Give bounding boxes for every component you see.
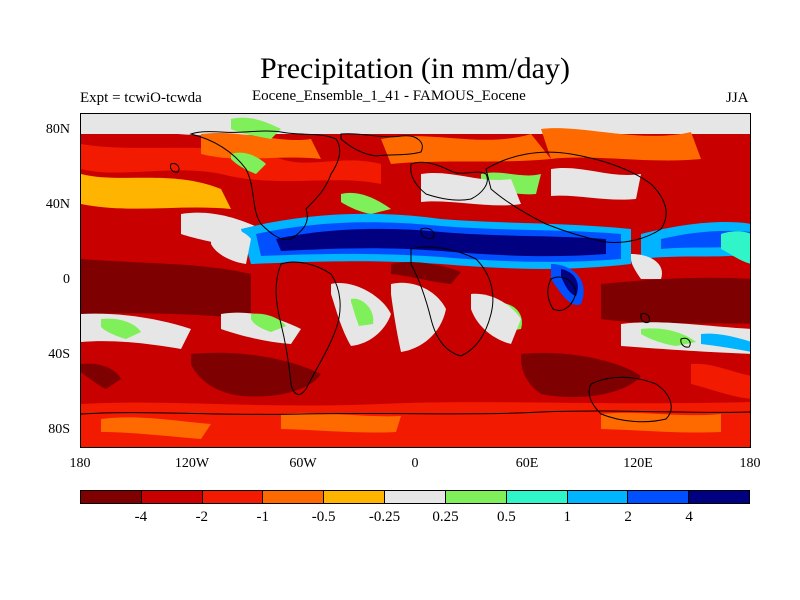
lat-label-40s: 40S <box>48 347 70 362</box>
lat-label-80s: 80S <box>48 422 70 437</box>
colorbar-cell <box>385 491 446 503</box>
colorbar-cell <box>445 491 507 503</box>
continent-outlines <box>81 130 750 423</box>
colorbar-cell <box>567 491 629 503</box>
colorbar-cell <box>81 491 142 503</box>
lat-label-0: 0 <box>63 272 70 287</box>
colorbar-label: -2 <box>195 509 209 525</box>
colorbar-label: 0.5 <box>496 509 516 525</box>
experiment-label: Expt = tcwiO-tcwda <box>80 90 202 106</box>
colorbar-cell <box>689 491 749 503</box>
ensemble-label: Eocene_Ensemble_1_41 - FAMOUS_Eocene <box>252 88 526 104</box>
lon-label-120w: 120W <box>174 456 210 471</box>
colorbar-label: -4 <box>134 509 148 525</box>
colorbar-cell <box>628 491 690 503</box>
colorbar-cell <box>506 491 568 503</box>
colorbar-label: 4 <box>685 509 693 525</box>
colorbar-label: -0.25 <box>368 509 401 525</box>
colorbar-label: -0.5 <box>311 509 336 525</box>
lon-label-60e: 60E <box>515 456 539 471</box>
lon-label-120e: 120E <box>623 456 653 471</box>
colorbar-cell <box>263 491 325 503</box>
colorbar <box>80 490 750 504</box>
colorbar-cell <box>324 491 386 503</box>
colorbar-cell <box>202 491 264 503</box>
colorbar-label: 1 <box>563 509 572 525</box>
lon-label-180w: 180 <box>69 456 91 471</box>
precipitation-field <box>81 114 750 447</box>
colorbar-label: -1 <box>256 509 269 525</box>
colorbar-label: 2 <box>624 509 632 525</box>
lat-label-40n: 40N <box>45 197 70 212</box>
season-label: JJA <box>726 90 749 106</box>
colorbar-label: 0.25 <box>432 509 459 525</box>
precipitation-map <box>80 113 751 448</box>
colorbar-cell <box>141 491 203 503</box>
lon-label-180e: 180 <box>739 456 761 471</box>
lon-label-60w: 60W <box>289 456 317 471</box>
map-title: Precipitation (in mm/day) <box>260 52 570 85</box>
lat-label-80n: 80N <box>45 122 70 137</box>
lon-label-0: 0 <box>411 456 419 471</box>
